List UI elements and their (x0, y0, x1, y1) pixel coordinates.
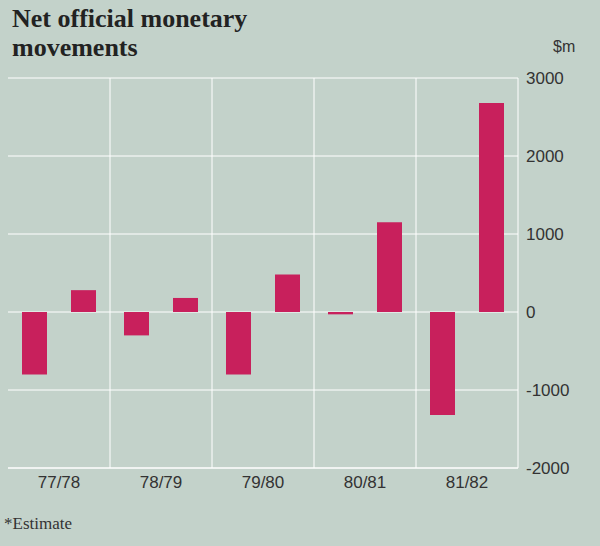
html-text:*Estimate: *Estimate (4, 514, 72, 533)
svg-text:0: 0 (526, 303, 535, 322)
svg-text:-1000: -1000 (526, 381, 569, 400)
svg-text:3000: 3000 (526, 69, 564, 88)
svg-text:80/81: 80/81 (344, 473, 387, 492)
svg-text:77/78: 77/78 (38, 473, 81, 492)
svg-text:-2000: -2000 (526, 459, 569, 478)
html-text:$m: $m (553, 38, 576, 55)
svg-text:1000: 1000 (526, 225, 564, 244)
svg-text:78/79: 78/79 (140, 473, 183, 492)
svg-text:81/82: 81/82 (446, 473, 489, 492)
svg-text:79/80: 79/80 (242, 473, 285, 492)
html-text:Net official monetary movement: Net official monetary movements (12, 4, 248, 62)
svg-text:2000: 2000 (526, 147, 564, 166)
